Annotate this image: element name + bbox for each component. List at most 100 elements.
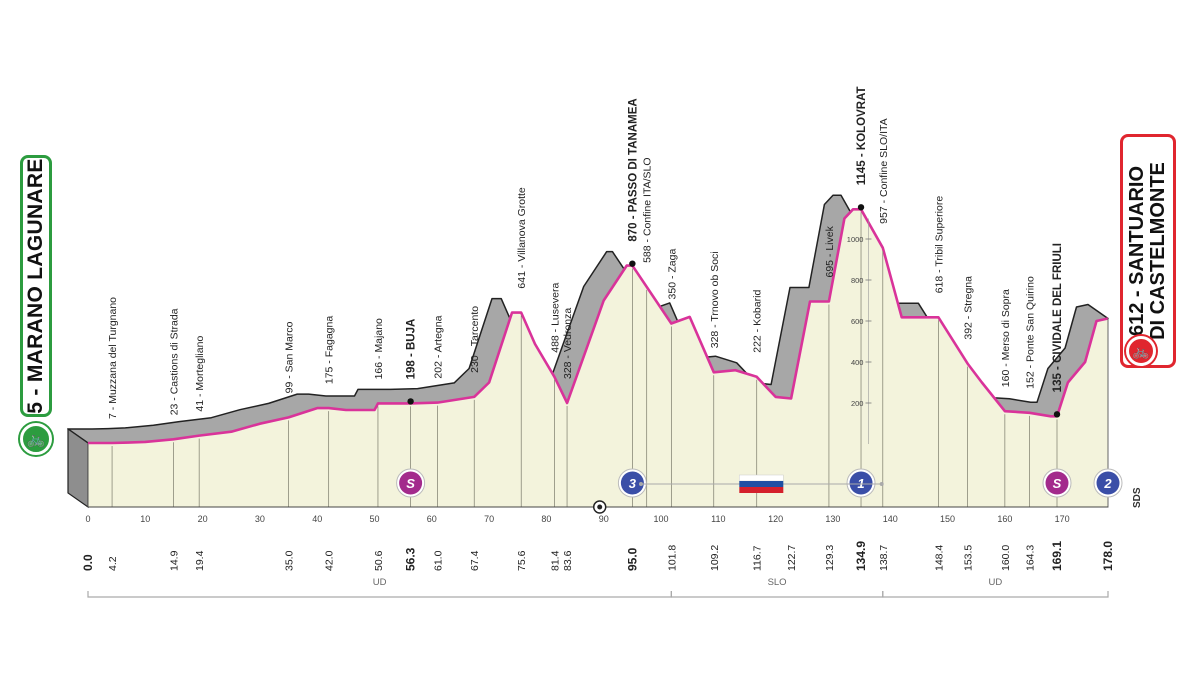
km-label: 178.0 [1101, 541, 1115, 571]
place-label: 695 - Livek [824, 225, 836, 277]
x-tick-label: 120 [768, 514, 783, 524]
place-label: 870 - PASSO DI TANAMEA [627, 98, 639, 241]
place-label: 175 - Fagagna [324, 316, 336, 384]
place-dot [407, 398, 414, 405]
x-tick-label: 0 [85, 514, 90, 524]
km-label: 50.6 [373, 550, 385, 571]
flag-stripe-white [739, 474, 784, 482]
km-label: 75.6 [516, 550, 528, 571]
place-label: 328 - Trnovo ob Soci [709, 251, 721, 348]
kom-marker [1096, 471, 1120, 495]
km-label: 138.7 [878, 545, 890, 571]
km-label: 14.9 [168, 550, 180, 571]
place-label: 641 - Villanova Grotte [516, 187, 528, 289]
place-label: 160 - Merso di Sopra [1000, 289, 1012, 387]
place-label: 152 - Ponte San Quirino [1024, 276, 1036, 389]
marker-label: S [406, 476, 415, 491]
place-label: 1145 - KOLOVRAT [856, 86, 868, 185]
watermark: SDS [1132, 487, 1143, 508]
place-label: 392 - Stregna [963, 276, 975, 340]
km-label: 35.0 [284, 550, 296, 571]
km-label: 134.9 [854, 541, 868, 571]
place-label: 957 - Confine SLO/ITA [878, 118, 890, 223]
profile-side-face [67, 427, 89, 509]
altitude-tick-label: 800 [851, 276, 864, 285]
x-tick-label: 100 [654, 514, 669, 524]
altitude-scale: 200 400 600 800 1000 [847, 218, 872, 444]
km-label: 116.7 [752, 545, 764, 571]
place-label: 350 - Zaga [666, 249, 678, 300]
place-label: 328 - Vedronza [562, 308, 574, 379]
km-label: 129.3 [824, 545, 836, 571]
place-label: 588 - Confine ITA/SLO [642, 157, 654, 262]
grid-lines [111, 212, 1109, 507]
km-label: 164.3 [1024, 545, 1036, 571]
marker-label: S [1053, 476, 1062, 491]
km-label: 61.0 [433, 550, 445, 571]
sprint-marker [399, 471, 423, 495]
km-label: 81.4 [549, 550, 561, 571]
finish-label-line1: 612 - SANTUARIO [1126, 165, 1148, 337]
km-label: 122.7 [786, 545, 798, 571]
altitude-tick-label: 600 [851, 317, 864, 326]
marker-label: 3 [629, 476, 637, 491]
border-span-end [638, 482, 643, 486]
km-label: 169.1 [1050, 541, 1064, 571]
place-label: 222 - Kobarid [752, 290, 764, 353]
place-label: 41 - Mortegliano [194, 336, 206, 412]
finish-label: 612 - SANTUARIO DI CASTELMONTE [1126, 162, 1169, 340]
border-span-end [879, 482, 884, 486]
finish-bicycle-icon: 🚲 [1126, 336, 1156, 366]
intermediate-markers: S31S2 [396, 468, 1123, 498]
x-tick-label: 160 [997, 514, 1012, 524]
region-brackets: UD SLO UD [87, 577, 1109, 598]
x-tick-label: 90 [599, 514, 609, 524]
km-label: 148.4 [933, 545, 945, 571]
extras: SDS [592, 474, 1143, 514]
region-bracket [882, 591, 1109, 598]
x-tick-label: 170 [1055, 514, 1070, 524]
place-label: 135 - CIVIDALE DEL FRIULI [1052, 243, 1064, 392]
km-label: 160.0 [1000, 545, 1012, 571]
flag-stripe-blue [739, 481, 784, 487]
x-tick-label: 50 [370, 514, 380, 524]
region-label: UD [989, 577, 1003, 588]
place-label: 99 - San Marco [284, 321, 296, 393]
x-tick-label: 140 [883, 514, 898, 524]
km-label: 83.6 [562, 550, 574, 571]
start-label: 5 - MARANO LAGUNARE [24, 158, 47, 414]
region-label: UD [373, 577, 387, 588]
place-label: 23 - Castions di Strada [168, 308, 180, 415]
km-label: 95.0 [625, 547, 639, 571]
x-tick-label: 30 [255, 514, 265, 524]
place-dot [1053, 411, 1061, 418]
x-tick-label: 80 [541, 514, 551, 524]
km-label: 0.0 [81, 554, 95, 571]
place-label: 202 - Artegna [433, 315, 445, 378]
place-label: 7 - Muzzana del Turgnano [107, 297, 119, 419]
place-dot [629, 260, 636, 267]
km-label: 42.0 [324, 550, 336, 571]
place-label: 488 - Lusevera [549, 283, 561, 353]
km-label: 101.8 [666, 545, 678, 571]
km-label: 4.2 [107, 556, 119, 571]
x-tick-label: 70 [484, 514, 494, 524]
km-label: 56.3 [404, 547, 418, 571]
altitude-tick-label: 400 [851, 358, 864, 367]
altitude-tick-label: 1000 [847, 235, 864, 244]
region-label: SLO [768, 577, 787, 588]
place-label: 230 - Tarcento [469, 306, 481, 373]
km-label: 67.4 [469, 550, 481, 571]
kom-marker [620, 471, 644, 495]
finish-label-line2: DI CASTELMONTE [1147, 162, 1169, 340]
marker-label: 2 [1103, 476, 1112, 491]
place-label: 198 - BUJA [406, 319, 418, 380]
profile-layer [67, 194, 1109, 509]
place-label: 166 - Majano [373, 318, 385, 379]
region-bracket [670, 591, 884, 598]
bicycle-icon: 🚲 [20, 423, 52, 455]
profile-front-face [87, 208, 1109, 508]
place-dot [857, 204, 865, 211]
distance-axis: 0 10 20 30 40 50 60 70 80 90 100 110 120 130 140 150 160… [85, 506, 1108, 524]
